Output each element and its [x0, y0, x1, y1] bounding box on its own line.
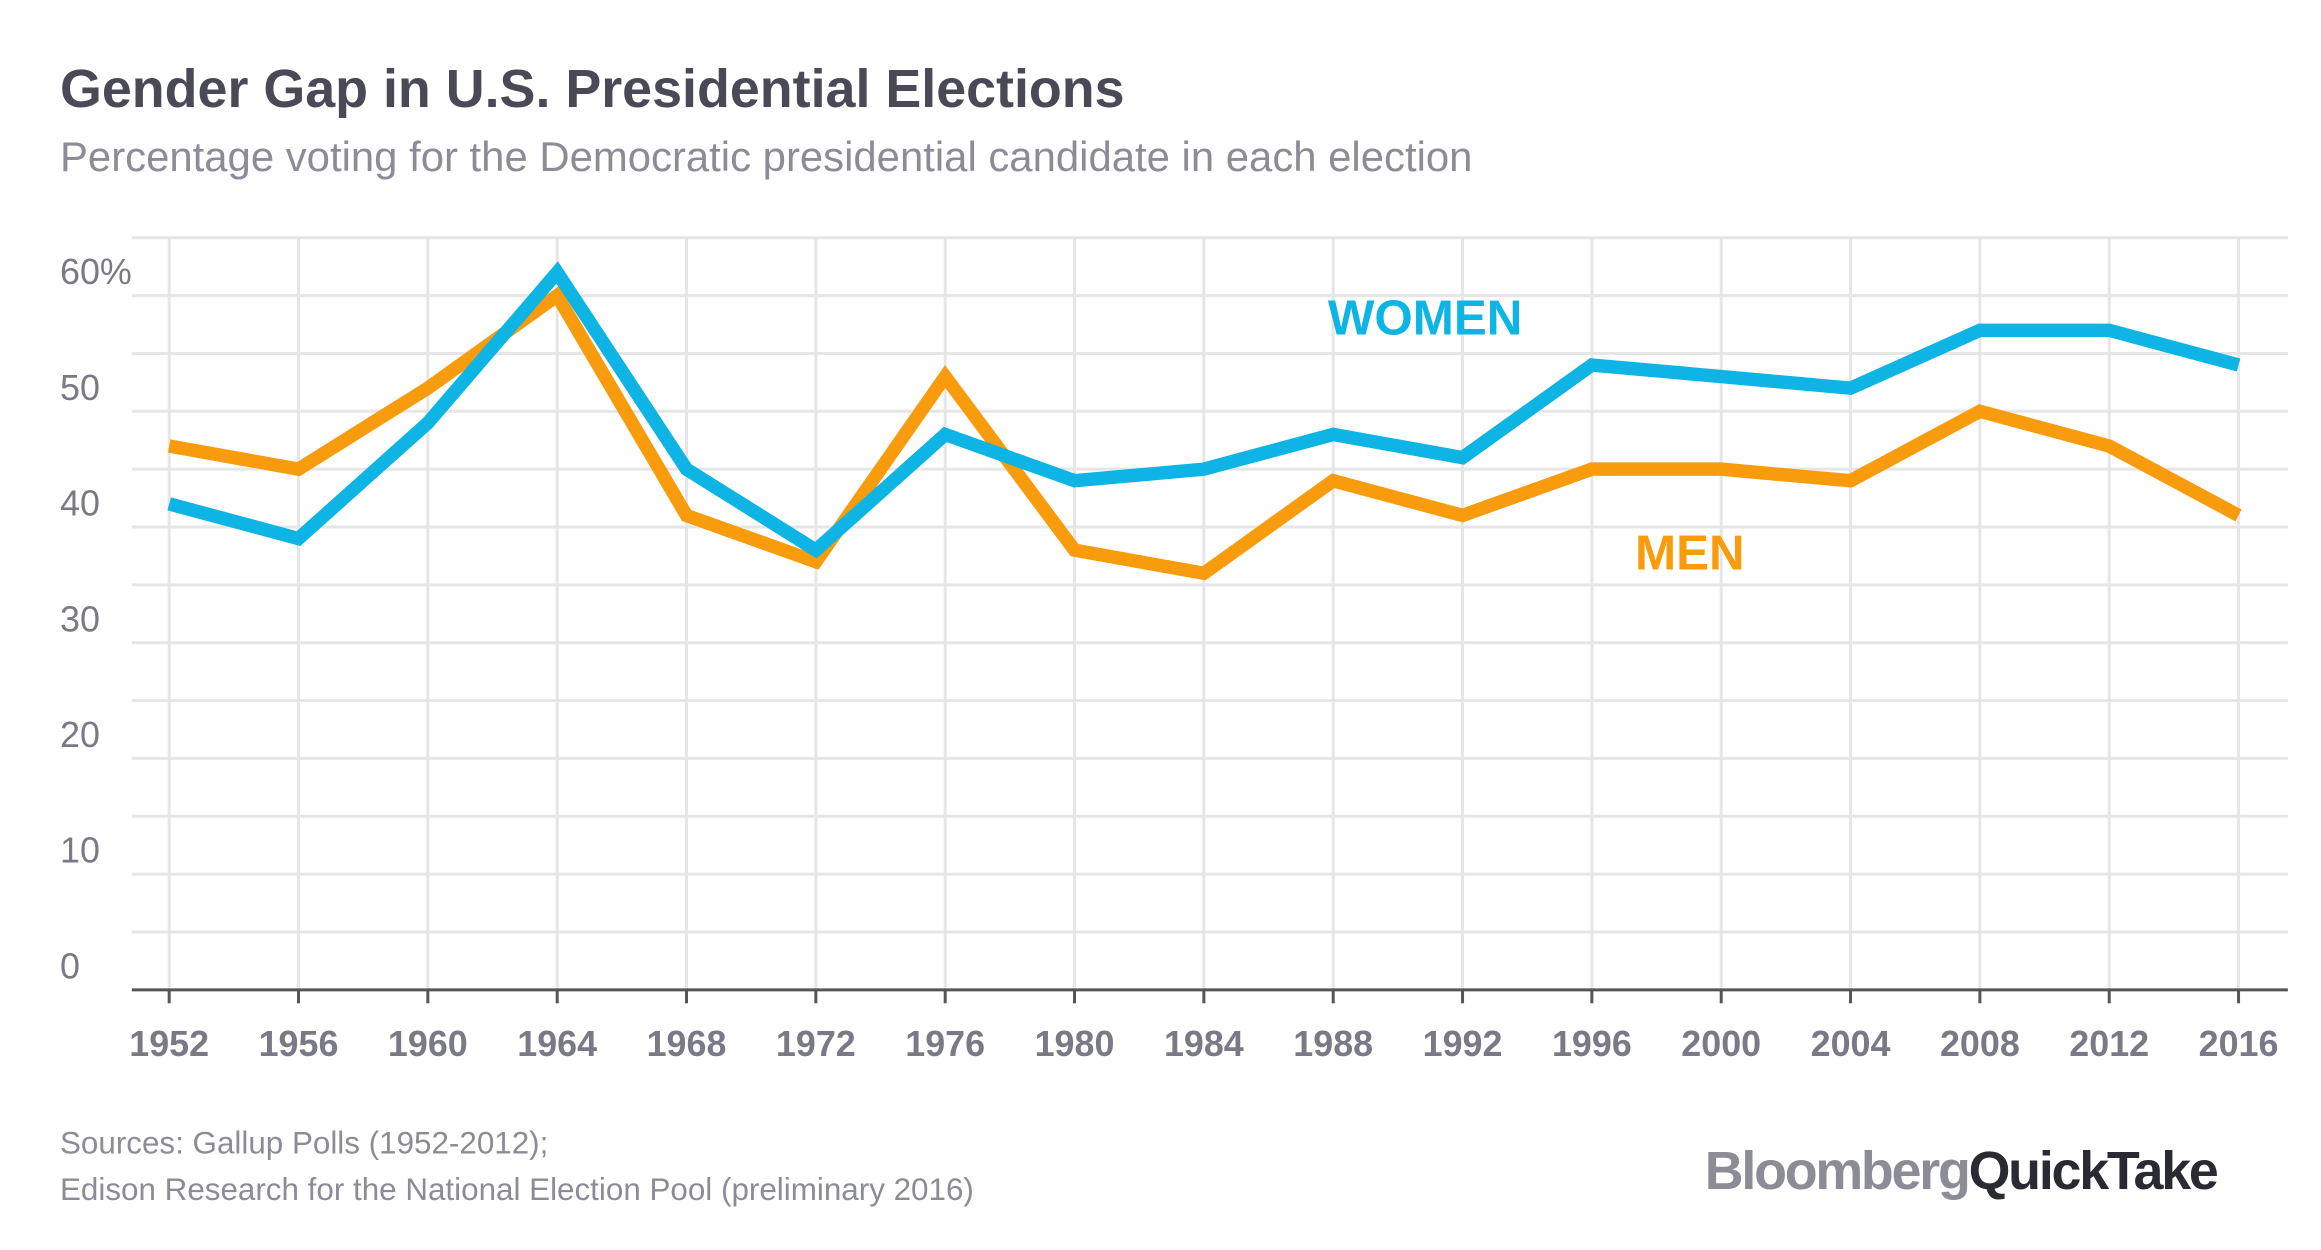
y-tick-label: 0: [60, 946, 80, 986]
x-tick-label: 1988: [1293, 1024, 1373, 1064]
y-tick-label: 60%: [60, 252, 132, 292]
logo-part: QuickTake: [1969, 1141, 2218, 1201]
logo-part: Bloomberg: [1705, 1141, 1969, 1201]
x-tick-label: 2008: [1940, 1024, 2020, 1064]
x-tick-label: 2000: [1681, 1024, 1761, 1064]
x-tick-label: 1952: [129, 1024, 209, 1064]
logo: BloombergQuickTake: [1705, 1141, 2218, 1201]
x-tick-label: 2004: [1811, 1024, 1891, 1064]
x-tick-label: 1960: [388, 1024, 468, 1064]
y-tick-label: 40: [60, 484, 100, 524]
y-tick-label: 50: [60, 368, 100, 408]
x-tick-label: 2012: [2069, 1024, 2149, 1064]
y-tick-label: 20: [60, 715, 100, 755]
x-tick-label: 1984: [1164, 1024, 1244, 1064]
x-tick-label: 1964: [517, 1024, 597, 1064]
x-tick-label: 1996: [1552, 1024, 1632, 1064]
series-line: [167, 261, 2241, 559]
x-tick-label: 1992: [1423, 1024, 1503, 1064]
y-tick-label: 30: [60, 599, 100, 639]
x-tick-label: 1972: [776, 1024, 856, 1064]
x-tick-label: 1956: [259, 1024, 339, 1064]
series-label: WOMEN: [1328, 291, 1523, 346]
source-note: Sources: Gallup Polls (1952-2012);: [60, 1126, 548, 1161]
x-tick-label: 1976: [905, 1024, 985, 1064]
x-tick-label: 2016: [2199, 1024, 2279, 1064]
chart-subtitle: Percentage voting for the Democratic pre…: [60, 133, 1472, 180]
x-tick-label: 1980: [1035, 1024, 1115, 1064]
grid: [131, 236, 2288, 990]
y-tick-label: 10: [60, 831, 100, 871]
source-note: Edison Research for the National Electio…: [60, 1172, 974, 1207]
x-tick-label: 1968: [647, 1024, 727, 1064]
chart-title: Gender Gap in U.S. Presidential Election…: [60, 59, 1125, 119]
series-label: MEN: [1635, 525, 1745, 580]
